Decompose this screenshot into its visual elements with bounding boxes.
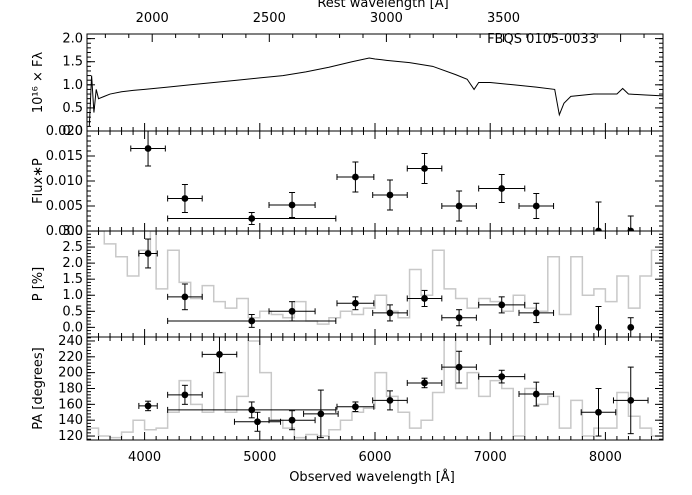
spectrum-line xyxy=(88,57,663,127)
bottom-xtick-label: 8000 xyxy=(589,450,622,465)
polarized-flux-ytick-label: 0.005 xyxy=(46,199,83,214)
spectrum-ytick-label: 2.0 xyxy=(62,32,83,47)
polarization-percent-data-point xyxy=(627,323,635,331)
position-angle-data-point xyxy=(254,418,261,426)
spectrum-ytick-label: 1.0 xyxy=(62,78,83,93)
polarization-percent-data-point xyxy=(144,250,152,257)
position-angle-data-point xyxy=(627,396,635,404)
polarized-flux-data-point xyxy=(595,227,602,231)
position-angle-ytick-label: 160 xyxy=(58,397,83,412)
polarization-percent-ytick-label: 1.5 xyxy=(62,272,83,287)
position-angle-data-point xyxy=(181,391,189,399)
position-angle-ytick-label: 240 xyxy=(58,334,83,349)
polarization-percent-plot-area xyxy=(87,231,663,337)
top-xtick-label: 2000 xyxy=(136,11,169,26)
polarization-percent-ytick-label: 0.5 xyxy=(62,304,83,319)
object-label: FBQS 0105-0033 xyxy=(487,32,597,47)
polarization-percent-ytick-label: 1.0 xyxy=(62,288,83,303)
polarized-flux-plot-area xyxy=(130,131,635,231)
polarized-flux-ylabel: Flux∗P xyxy=(31,158,46,204)
polarized-flux-data-point xyxy=(181,195,189,202)
position-angle-data-point xyxy=(498,373,506,381)
polarized-flux-data-point xyxy=(532,202,540,210)
bottom-xtick-label: 5000 xyxy=(243,450,276,465)
polarization-percent-data-point xyxy=(352,299,359,307)
top-xtick-label: 3500 xyxy=(487,11,520,26)
bottom-xtick-label: 4000 xyxy=(128,450,161,465)
polarization-percent-ylabel: P [%] xyxy=(31,267,46,301)
polarization-percent-data-point xyxy=(248,317,256,325)
position-angle-background-histogram xyxy=(87,337,663,439)
polarization-percent-data-point xyxy=(421,295,428,302)
bottom-xtick-label: 7000 xyxy=(474,450,507,465)
spectrum-ytick-label: 0.0 xyxy=(62,124,83,139)
spectrum-plot-area xyxy=(88,57,663,127)
position-angle-data-point xyxy=(144,402,152,410)
polarization-percent-ytick-label: 3.0 xyxy=(62,224,83,239)
polarization-percent-data-point xyxy=(455,314,463,322)
polarized-flux-frame xyxy=(86,130,664,232)
position-angle-data-point xyxy=(421,379,428,387)
position-angle-ytick-label: 180 xyxy=(58,382,83,397)
polarized-flux-data-point xyxy=(498,185,506,192)
polarized-flux-ytick-label: 0.000 xyxy=(46,224,83,239)
polarized-flux-data-point xyxy=(386,191,394,199)
position-angle-ytick-label: 120 xyxy=(58,429,83,444)
position-angle-data-point xyxy=(248,406,256,414)
position-angle-ytick-label: 140 xyxy=(58,413,83,428)
polarized-flux-data-point xyxy=(144,145,152,152)
polarization-percent-data-point xyxy=(595,323,602,331)
polarization-percent-ytick-label: 0.0 xyxy=(62,320,83,335)
polarization-percent-background-histogram xyxy=(87,231,663,325)
polarized-flux-data-point xyxy=(627,227,635,231)
position-angle-ytick-label: 220 xyxy=(58,350,83,365)
polarization-percent-data-point xyxy=(498,301,506,309)
polarized-flux-data-point xyxy=(248,215,256,222)
position-angle-data-point xyxy=(455,363,463,371)
spectrum-frame xyxy=(86,33,664,132)
polarized-flux-data-point xyxy=(421,165,428,172)
position-angle-data-point xyxy=(288,416,296,424)
polarized-flux-ytick-label: 0.020 xyxy=(46,124,83,139)
polarized-flux-data-point xyxy=(288,201,296,209)
position-angle-data-point xyxy=(595,408,602,416)
polarization-percent-data-point xyxy=(386,309,394,317)
spectrum-ytick-label: 0.5 xyxy=(62,101,83,116)
polarized-flux-ytick-label: 0.010 xyxy=(46,174,83,189)
polarized-flux-ytick-label: 0.015 xyxy=(46,149,83,164)
polarized-flux-data-point xyxy=(352,173,359,181)
top-xtick-label: 2500 xyxy=(253,11,286,26)
position-angle-data-point xyxy=(317,410,325,418)
polarization-percent-ytick-label: 2.5 xyxy=(62,240,83,255)
polarization-percent-data-point xyxy=(181,293,189,301)
spectrum-ylabel: 10¹⁶ × Fλ xyxy=(31,52,46,114)
position-angle-ylabel: PA [degrees] xyxy=(31,347,46,430)
position-angle-ytick-label: 200 xyxy=(58,366,83,381)
polarized-flux-data-point xyxy=(455,202,463,210)
top-xtick-label: 3000 xyxy=(370,11,403,26)
position-angle-data-point xyxy=(352,403,359,411)
spectrum-ytick-label: 1.5 xyxy=(62,55,83,70)
position-angle-data-point xyxy=(386,396,394,404)
position-angle-data-point xyxy=(532,390,540,398)
position-angle-data-point xyxy=(216,351,223,358)
bottom-axis-title: Observed wavelength [Å] xyxy=(289,469,455,485)
polarization-percent-ytick-label: 2.0 xyxy=(62,256,83,271)
polarization-percent-data-point xyxy=(532,309,540,317)
polarization-percent-data-point xyxy=(288,307,296,315)
bottom-xtick-label: 6000 xyxy=(358,450,391,465)
top-axis-title: Rest wavelength [Å] xyxy=(317,0,448,11)
position-angle-plot-area xyxy=(87,337,663,439)
